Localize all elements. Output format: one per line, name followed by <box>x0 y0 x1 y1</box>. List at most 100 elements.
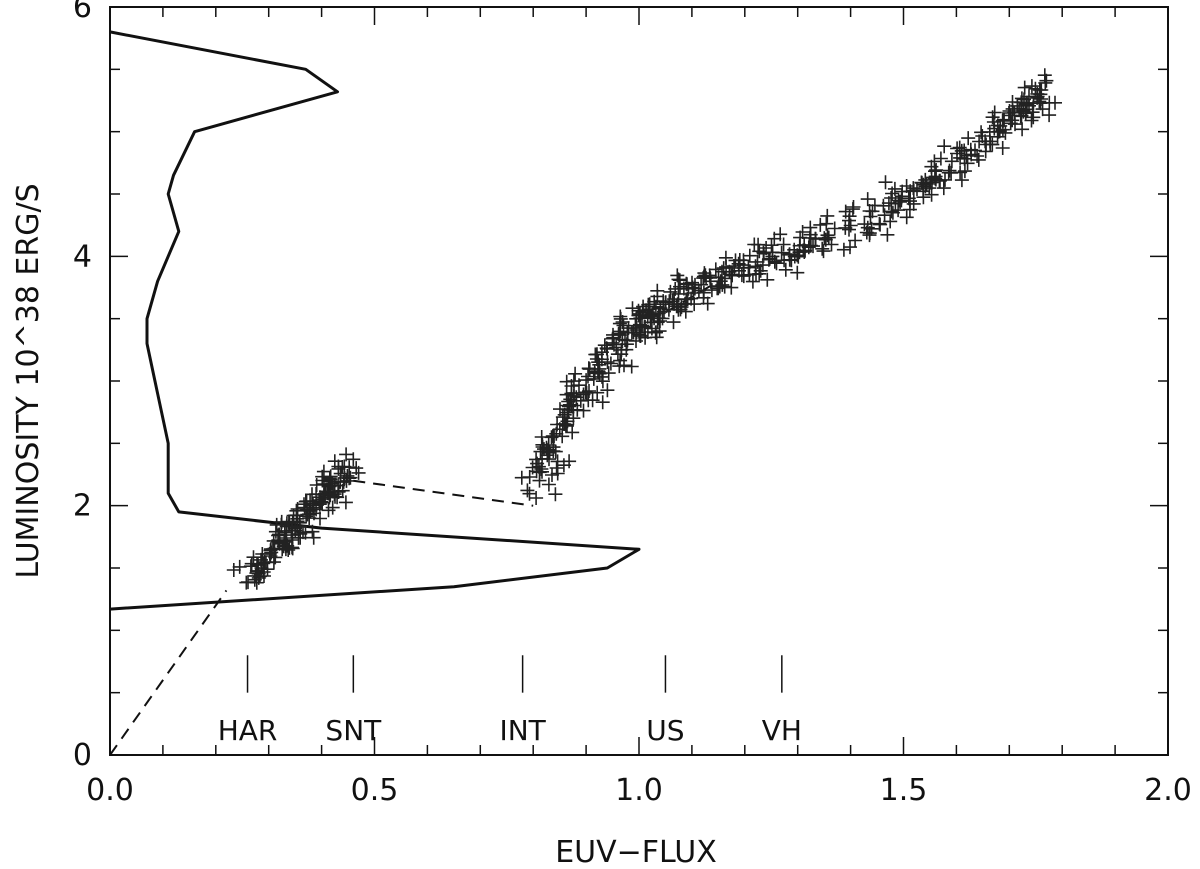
data-point <box>996 113 1011 128</box>
data-point <box>860 220 875 235</box>
data-point <box>613 324 628 339</box>
data-point <box>275 542 290 557</box>
data-point <box>581 361 596 376</box>
data-point <box>793 230 808 245</box>
data-point <box>244 556 259 571</box>
data-point <box>798 243 813 258</box>
data-point <box>581 393 596 408</box>
data-points-layer <box>226 68 1062 590</box>
data-point <box>600 355 615 369</box>
data-point <box>862 204 877 218</box>
data-point <box>544 430 559 445</box>
data-point <box>656 294 671 309</box>
data-point <box>961 131 976 146</box>
data-point <box>671 272 686 287</box>
data-point <box>565 425 580 440</box>
data-point <box>556 458 571 473</box>
data-point <box>1048 95 1062 110</box>
data-point <box>679 292 694 307</box>
y-tick-label: 6 <box>73 0 92 25</box>
data-point <box>555 417 570 431</box>
data-point <box>718 271 732 286</box>
dashed-connector <box>353 479 534 507</box>
data-point <box>910 182 924 196</box>
data-point <box>944 154 959 169</box>
data-point <box>642 302 657 317</box>
data-point <box>691 283 706 298</box>
data-point <box>557 407 572 422</box>
data-point <box>666 315 681 330</box>
data-point <box>995 141 1010 155</box>
data-point <box>619 342 634 357</box>
data-point <box>293 520 307 534</box>
data-point <box>1019 97 1034 112</box>
data-point <box>264 545 279 560</box>
data-point <box>257 555 272 569</box>
state-label-snt: SNT <box>325 714 382 747</box>
data-point <box>924 187 939 202</box>
data-point <box>884 204 899 219</box>
data-point <box>838 204 853 219</box>
data-point <box>767 231 782 246</box>
data-point <box>566 388 581 403</box>
data-point <box>579 385 594 400</box>
data-point <box>797 237 812 252</box>
data-point <box>816 244 831 259</box>
data-point <box>631 308 646 323</box>
data-point <box>268 524 283 539</box>
data-point <box>1032 83 1047 97</box>
data-point <box>827 221 842 236</box>
data-point <box>643 315 658 330</box>
data-point <box>957 143 972 158</box>
data-point <box>1024 113 1039 128</box>
data-point <box>609 340 624 355</box>
data-point <box>351 465 366 480</box>
data-point <box>625 301 640 316</box>
data-point <box>880 227 895 242</box>
data-point <box>346 452 361 467</box>
data-point <box>633 311 648 326</box>
data-point <box>312 493 327 508</box>
data-point <box>817 231 832 246</box>
data-point <box>290 502 305 516</box>
data-point <box>884 191 899 205</box>
data-point <box>960 156 975 171</box>
y-tick-label: 4 <box>73 239 92 274</box>
data-point <box>756 246 771 261</box>
data-point <box>824 237 839 252</box>
data-point <box>842 222 856 237</box>
data-point <box>618 333 632 347</box>
data-point <box>1026 96 1041 111</box>
data-point <box>877 208 892 223</box>
data-point <box>307 506 321 521</box>
data-point <box>541 445 556 460</box>
data-point <box>603 356 618 371</box>
data-point <box>617 358 631 373</box>
data-point <box>1025 105 1040 120</box>
data-point <box>813 217 828 232</box>
data-point <box>226 563 241 577</box>
data-point <box>950 146 964 161</box>
data-point <box>767 254 782 269</box>
data-point <box>597 338 612 353</box>
data-point <box>741 260 756 275</box>
data-point <box>745 274 760 289</box>
data-point <box>778 262 793 277</box>
data-point <box>335 483 350 498</box>
data-point <box>253 569 267 584</box>
data-point <box>277 534 292 549</box>
data-point <box>579 373 594 388</box>
y-tick-label: 2 <box>73 489 92 524</box>
data-point <box>983 134 997 149</box>
data-point <box>1042 108 1057 123</box>
y-axis-label: LUMINOSITY 10^38 ERG/S <box>11 183 46 578</box>
data-point <box>514 470 529 485</box>
data-point <box>653 314 667 328</box>
data-point <box>548 444 563 459</box>
data-point <box>750 254 765 269</box>
data-point <box>928 171 942 186</box>
data-point <box>1024 79 1039 94</box>
data-point <box>1035 102 1050 117</box>
data-point <box>688 277 702 292</box>
data-point <box>610 347 625 362</box>
